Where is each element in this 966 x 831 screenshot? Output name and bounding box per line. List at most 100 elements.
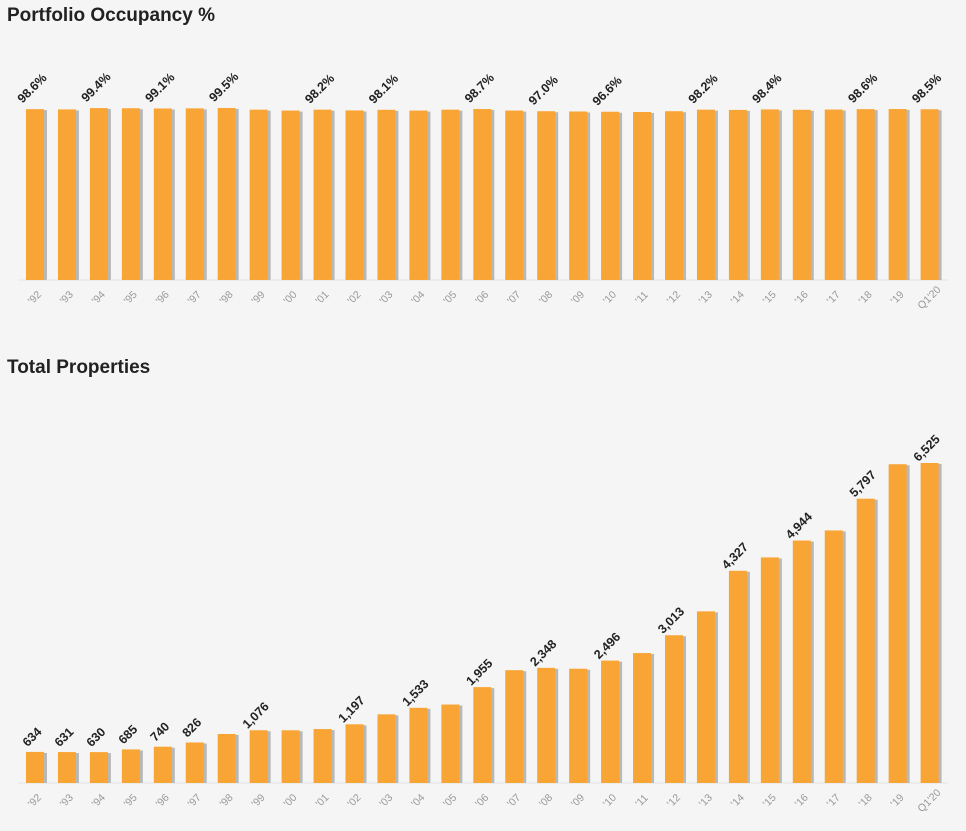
properties-chart-title: Total Properties <box>7 357 151 378</box>
occupancy-bar <box>153 108 172 281</box>
occupancy-bar <box>26 109 44 280</box>
occupancy-bar <box>409 110 428 280</box>
occupancy-bar <box>473 109 492 280</box>
properties-bar <box>601 660 620 783</box>
properties-bar <box>153 746 172 783</box>
properties-bar <box>473 687 492 783</box>
properties-tick-label: '07 <box>505 792 523 810</box>
properties-tick-label: '00 <box>281 792 299 810</box>
occupancy-bar <box>728 109 747 280</box>
properties-bar <box>26 751 44 783</box>
properties-tick-label: '01 <box>313 792 331 810</box>
properties-tick-label: '15 <box>761 792 779 810</box>
properties-tick-label: '93 <box>58 792 76 810</box>
properties-tick-label: '10 <box>601 792 619 810</box>
properties-tick-label: '06 <box>473 792 491 810</box>
properties-data-label: 826 <box>180 715 205 740</box>
properties-tick-label: '96 <box>154 792 172 810</box>
properties-bar <box>345 724 364 783</box>
occupancy-bar <box>665 111 683 280</box>
properties-data-label: 1,955 <box>463 656 495 688</box>
occupancy-chart: 98.6%'92'9399.4%'94'9599.1%'96'9799.5%'9… <box>15 70 948 312</box>
properties-data-label: 630 <box>84 725 109 750</box>
properties-tick-label: '99 <box>249 792 267 810</box>
occupancy-bar <box>345 110 364 280</box>
properties-data-label: 4,327 <box>719 540 751 572</box>
properties-data-label: 1,197 <box>336 693 368 725</box>
properties-tick-label: '13 <box>697 792 715 810</box>
occupancy-bar <box>249 109 268 280</box>
properties-bar <box>856 498 875 783</box>
properties-data-label: 2,496 <box>591 630 623 662</box>
properties-data-label: 2,348 <box>527 637 559 669</box>
occupancy-bar <box>824 109 843 280</box>
occupancy-bar <box>696 109 715 280</box>
properties-tick-label: '02 <box>345 792 363 810</box>
properties-tick-label: '05 <box>441 792 459 810</box>
occupancy-bar <box>281 110 300 280</box>
occupancy-bar <box>888 109 907 280</box>
occupancy-bar <box>313 109 332 280</box>
properties-tick-label: '94 <box>90 792 108 810</box>
properties-bar <box>505 670 524 783</box>
properties-data-label: 1,533 <box>400 677 432 709</box>
occupancy-bar <box>633 112 652 280</box>
occupancy-bar <box>121 108 140 280</box>
properties-bar <box>920 463 939 783</box>
occupancy-bar <box>377 109 396 280</box>
properties-data-label: 5,797 <box>847 468 879 500</box>
properties-tick-label: '98 <box>217 792 235 810</box>
properties-bar <box>665 635 683 783</box>
occupancy-bar <box>792 109 811 280</box>
occupancy-bar <box>569 111 588 280</box>
properties-bar <box>569 668 588 783</box>
properties-tick-label: '12 <box>665 792 683 810</box>
properties-bar <box>89 752 108 783</box>
occupancy-bar <box>537 111 556 280</box>
properties-bar <box>217 733 236 783</box>
properties-tick-label: Q1'20 <box>915 787 943 815</box>
occupancy-bar <box>57 109 76 281</box>
properties-bar <box>792 540 811 783</box>
properties-data-label: 4,944 <box>783 510 815 542</box>
occupancy-bar <box>505 110 524 280</box>
occupancy-bar <box>89 108 108 280</box>
properties-tick-label: '18 <box>856 792 874 810</box>
occupancy-bar <box>856 109 875 280</box>
properties-bar <box>249 730 268 783</box>
properties-tick-label: '11 <box>633 792 651 810</box>
properties-tick-label: '04 <box>409 792 427 810</box>
occupancy-bar <box>920 109 939 281</box>
properties-data-label: 3,013 <box>655 604 687 636</box>
properties-tick-label: '08 <box>537 792 555 810</box>
properties-tick-label: '17 <box>825 792 843 810</box>
properties-bar <box>313 729 332 783</box>
properties-data-label: 631 <box>52 725 77 750</box>
properties-bar <box>728 570 747 783</box>
properties-data-label: 1,076 <box>240 699 272 731</box>
occupancy-bar <box>601 111 620 281</box>
properties-data-label: 685 <box>116 722 141 747</box>
properties-data-label: 740 <box>148 720 173 745</box>
properties-bar <box>633 653 652 783</box>
properties-bar <box>281 730 300 783</box>
properties-bar <box>696 611 715 783</box>
occupancy-chart-title: Portfolio Occupancy % <box>7 5 215 26</box>
occupancy-bar <box>217 107 236 280</box>
properties-bar <box>409 707 428 783</box>
occupancy-bar <box>185 108 204 280</box>
properties-bar <box>888 464 907 783</box>
properties-tick-label: '16 <box>793 792 811 810</box>
properties-tick-label: '14 <box>729 792 747 810</box>
properties-tick-label: '92 <box>26 792 44 810</box>
occupancy-bar <box>760 109 779 281</box>
properties-bar <box>57 752 76 783</box>
properties-bar <box>121 749 140 783</box>
properties-bar <box>185 742 204 783</box>
properties-tick-label: '03 <box>377 792 395 810</box>
properties-tick-label: '19 <box>888 792 906 810</box>
occupancy-bar <box>441 109 460 280</box>
properties-tick-label: '95 <box>122 792 140 810</box>
properties-data-label: 6,525 <box>911 432 943 464</box>
